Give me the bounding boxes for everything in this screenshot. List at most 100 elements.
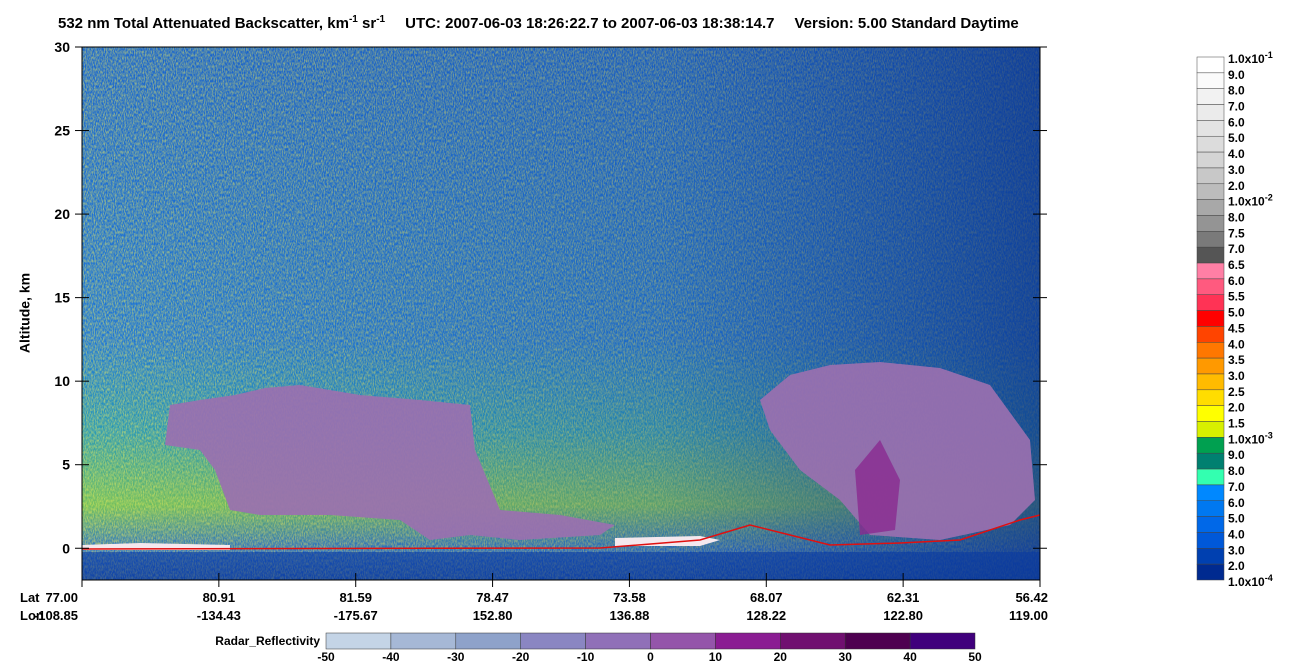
lon-label: 152.80 xyxy=(473,608,513,623)
title-text: 532 nm Total Attenuated Backscatter, km-… xyxy=(58,14,1019,32)
colorbar-label: 4.0 xyxy=(1228,337,1245,351)
colorbar-label: 1.0x10-4 xyxy=(1228,573,1273,589)
colorbar-swatch xyxy=(1196,342,1225,359)
radar-tick-label: -20 xyxy=(512,650,530,664)
colorbar-swatch xyxy=(1196,548,1225,565)
colorbar-swatch xyxy=(1196,167,1225,185)
colorbar-label: 7.5 xyxy=(1228,226,1245,240)
radar-tick-label: 30 xyxy=(839,650,853,664)
colorbar-label: 3.0 xyxy=(1228,543,1245,557)
x-row-label: Lon xyxy=(20,608,44,623)
radar-swatch xyxy=(390,632,457,650)
lon-label: -175.67 xyxy=(334,608,378,623)
colorbar-swatch xyxy=(1196,563,1225,581)
colorbar-label: 2.5 xyxy=(1228,385,1245,399)
colorbar-label: 7.0 xyxy=(1228,242,1245,256)
colorbar-label-exp: -4 xyxy=(1265,573,1273,583)
colorbar-swatch xyxy=(1196,452,1225,470)
y-tick-label: 15 xyxy=(54,290,70,306)
radar-swatch xyxy=(455,632,521,650)
colorbar-label: 9.0 xyxy=(1228,68,1245,82)
colorbar-label: 2.0 xyxy=(1228,559,1245,573)
radar-tick-label: 0 xyxy=(647,650,654,664)
colorbar-swatch xyxy=(1196,183,1225,200)
colorbar-label: 6.0 xyxy=(1228,496,1245,510)
lon-label: -108.85 xyxy=(34,608,78,623)
y-tick-label: 20 xyxy=(54,206,70,222)
lat-label: 78.47 xyxy=(476,590,509,605)
radar-tick-label: 50 xyxy=(968,650,982,664)
colorbar-swatch xyxy=(1196,373,1225,391)
colorbar-swatch xyxy=(1196,468,1225,486)
colorbar-swatch xyxy=(1196,231,1225,248)
title-part: sr xyxy=(358,15,377,32)
y-tick-label: 30 xyxy=(54,39,70,55)
colorbar-swatch xyxy=(1196,262,1225,280)
radar-swatch xyxy=(715,632,781,650)
backscatter-image xyxy=(82,47,1040,580)
colorbar-label-exp: -1 xyxy=(1265,50,1273,60)
radar-tick-label: 20 xyxy=(774,650,788,664)
colorbar-label: 8.0 xyxy=(1228,464,1245,478)
colorbar-label: 4.0 xyxy=(1228,147,1245,161)
radar-tick-label: -10 xyxy=(577,650,595,664)
title-superscript: -1 xyxy=(376,14,385,25)
title-part: 532 nm Total Attenuated Backscatter, km xyxy=(58,15,349,32)
lat-label: 62.31 xyxy=(887,590,920,605)
lon-label: 136.88 xyxy=(610,608,650,623)
colorbar-label: 5.0 xyxy=(1228,306,1245,320)
colorbar-label: 7.0 xyxy=(1228,480,1245,494)
colorbar-label: 6.0 xyxy=(1228,274,1245,288)
colorbar-label: 3.5 xyxy=(1228,353,1245,367)
colorbar-label: 2.0 xyxy=(1228,179,1245,193)
colorbar-swatch xyxy=(1196,88,1225,105)
colorbar-label: 4.5 xyxy=(1228,321,1245,335)
colorbar-swatch xyxy=(1196,199,1225,216)
colorbar-label: 2.0 xyxy=(1228,401,1245,415)
version: Version: 5.00 Standard Daytime xyxy=(795,15,1019,32)
colorbar-label-exp: -2 xyxy=(1265,193,1273,203)
colorbar-label-base: 1.0x10 xyxy=(1228,195,1265,209)
title-superscript: -1 xyxy=(349,14,358,25)
lat-label: 56.42 xyxy=(1015,590,1048,605)
lon-label: -134.43 xyxy=(197,608,241,623)
colorbar-label-exp: -3 xyxy=(1265,430,1273,440)
colorbar-label: 8.0 xyxy=(1228,210,1245,224)
colorbar-label: 1.5 xyxy=(1228,417,1245,431)
colorbar-swatch xyxy=(1196,135,1225,153)
radar-tick-label: 10 xyxy=(709,650,723,664)
lon-label: 122.80 xyxy=(883,608,923,623)
colorbar-label: 1.0x10-3 xyxy=(1228,430,1273,446)
plot-frame xyxy=(81,46,1041,581)
y-tick-label: 25 xyxy=(54,123,70,139)
colorbar-swatch xyxy=(1196,294,1225,311)
colorbar-swatch xyxy=(1196,56,1225,74)
colorbar-label: 3.0 xyxy=(1228,369,1245,383)
radar-swatch xyxy=(909,632,976,650)
colorbar-label: 8.0 xyxy=(1228,84,1245,98)
colorbar-swatch xyxy=(1196,278,1225,295)
x-row-label: Lat xyxy=(20,590,40,605)
colorbar-swatch xyxy=(1196,389,1225,406)
y-axis-label: Altitude, km xyxy=(17,273,33,353)
y-tick-label: 0 xyxy=(62,540,70,556)
radar-tick-label: -30 xyxy=(447,650,465,664)
radar-swatch xyxy=(780,632,846,650)
colorbar-label-base: 1.0x10 xyxy=(1228,432,1265,446)
colorbar-swatch xyxy=(1196,104,1225,121)
radar-label: Radar_Reflectivity xyxy=(215,634,320,648)
chart-title: 532 nm Total Attenuated Backscatter, km-… xyxy=(58,14,1019,32)
lat-label: 77.00 xyxy=(45,590,78,605)
radar-swatch xyxy=(325,632,392,650)
radar-swatch xyxy=(585,632,651,650)
time-range: UTC: 2007-06-03 18:26:22.7 to 2007-06-03… xyxy=(405,15,774,32)
colorbar-swatch xyxy=(1196,120,1225,137)
colorbar-swatch xyxy=(1196,72,1225,89)
colorbar-label-base: 1.0x10 xyxy=(1228,575,1265,589)
colorbar-label: 1.0x10-2 xyxy=(1228,193,1273,209)
colorbar-label: 6.5 xyxy=(1228,258,1245,272)
radar-tick-label: -40 xyxy=(382,650,400,664)
colorbar-label: 6.0 xyxy=(1228,115,1245,129)
colorbar-label: 9.0 xyxy=(1228,448,1245,462)
